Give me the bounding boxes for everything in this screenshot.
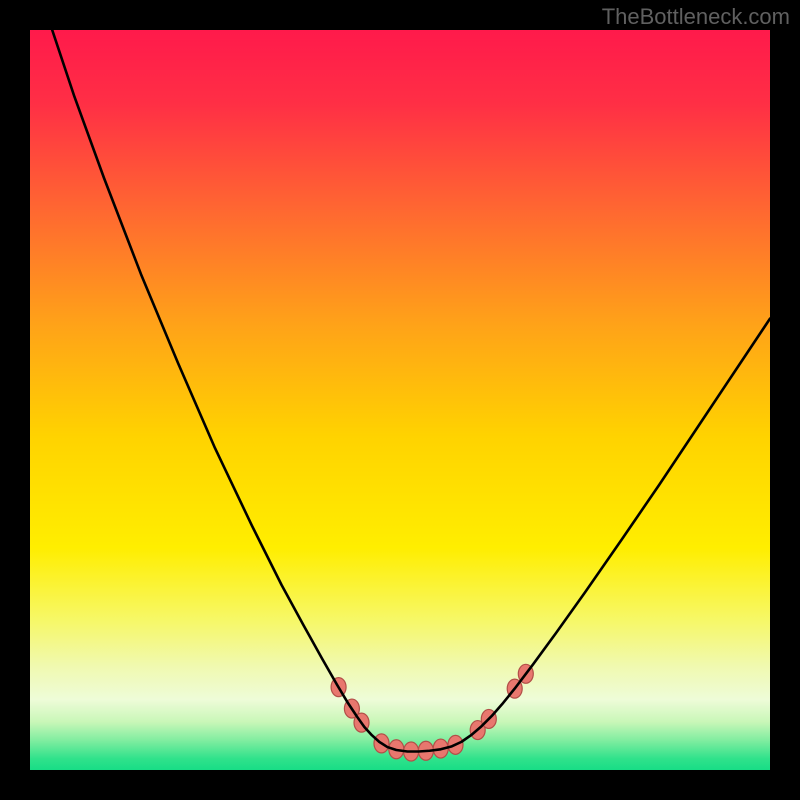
gradient-background — [30, 30, 770, 770]
bottleneck-curve-chart — [0, 0, 800, 800]
chart-container: TheBottleneck.com — [0, 0, 800, 800]
